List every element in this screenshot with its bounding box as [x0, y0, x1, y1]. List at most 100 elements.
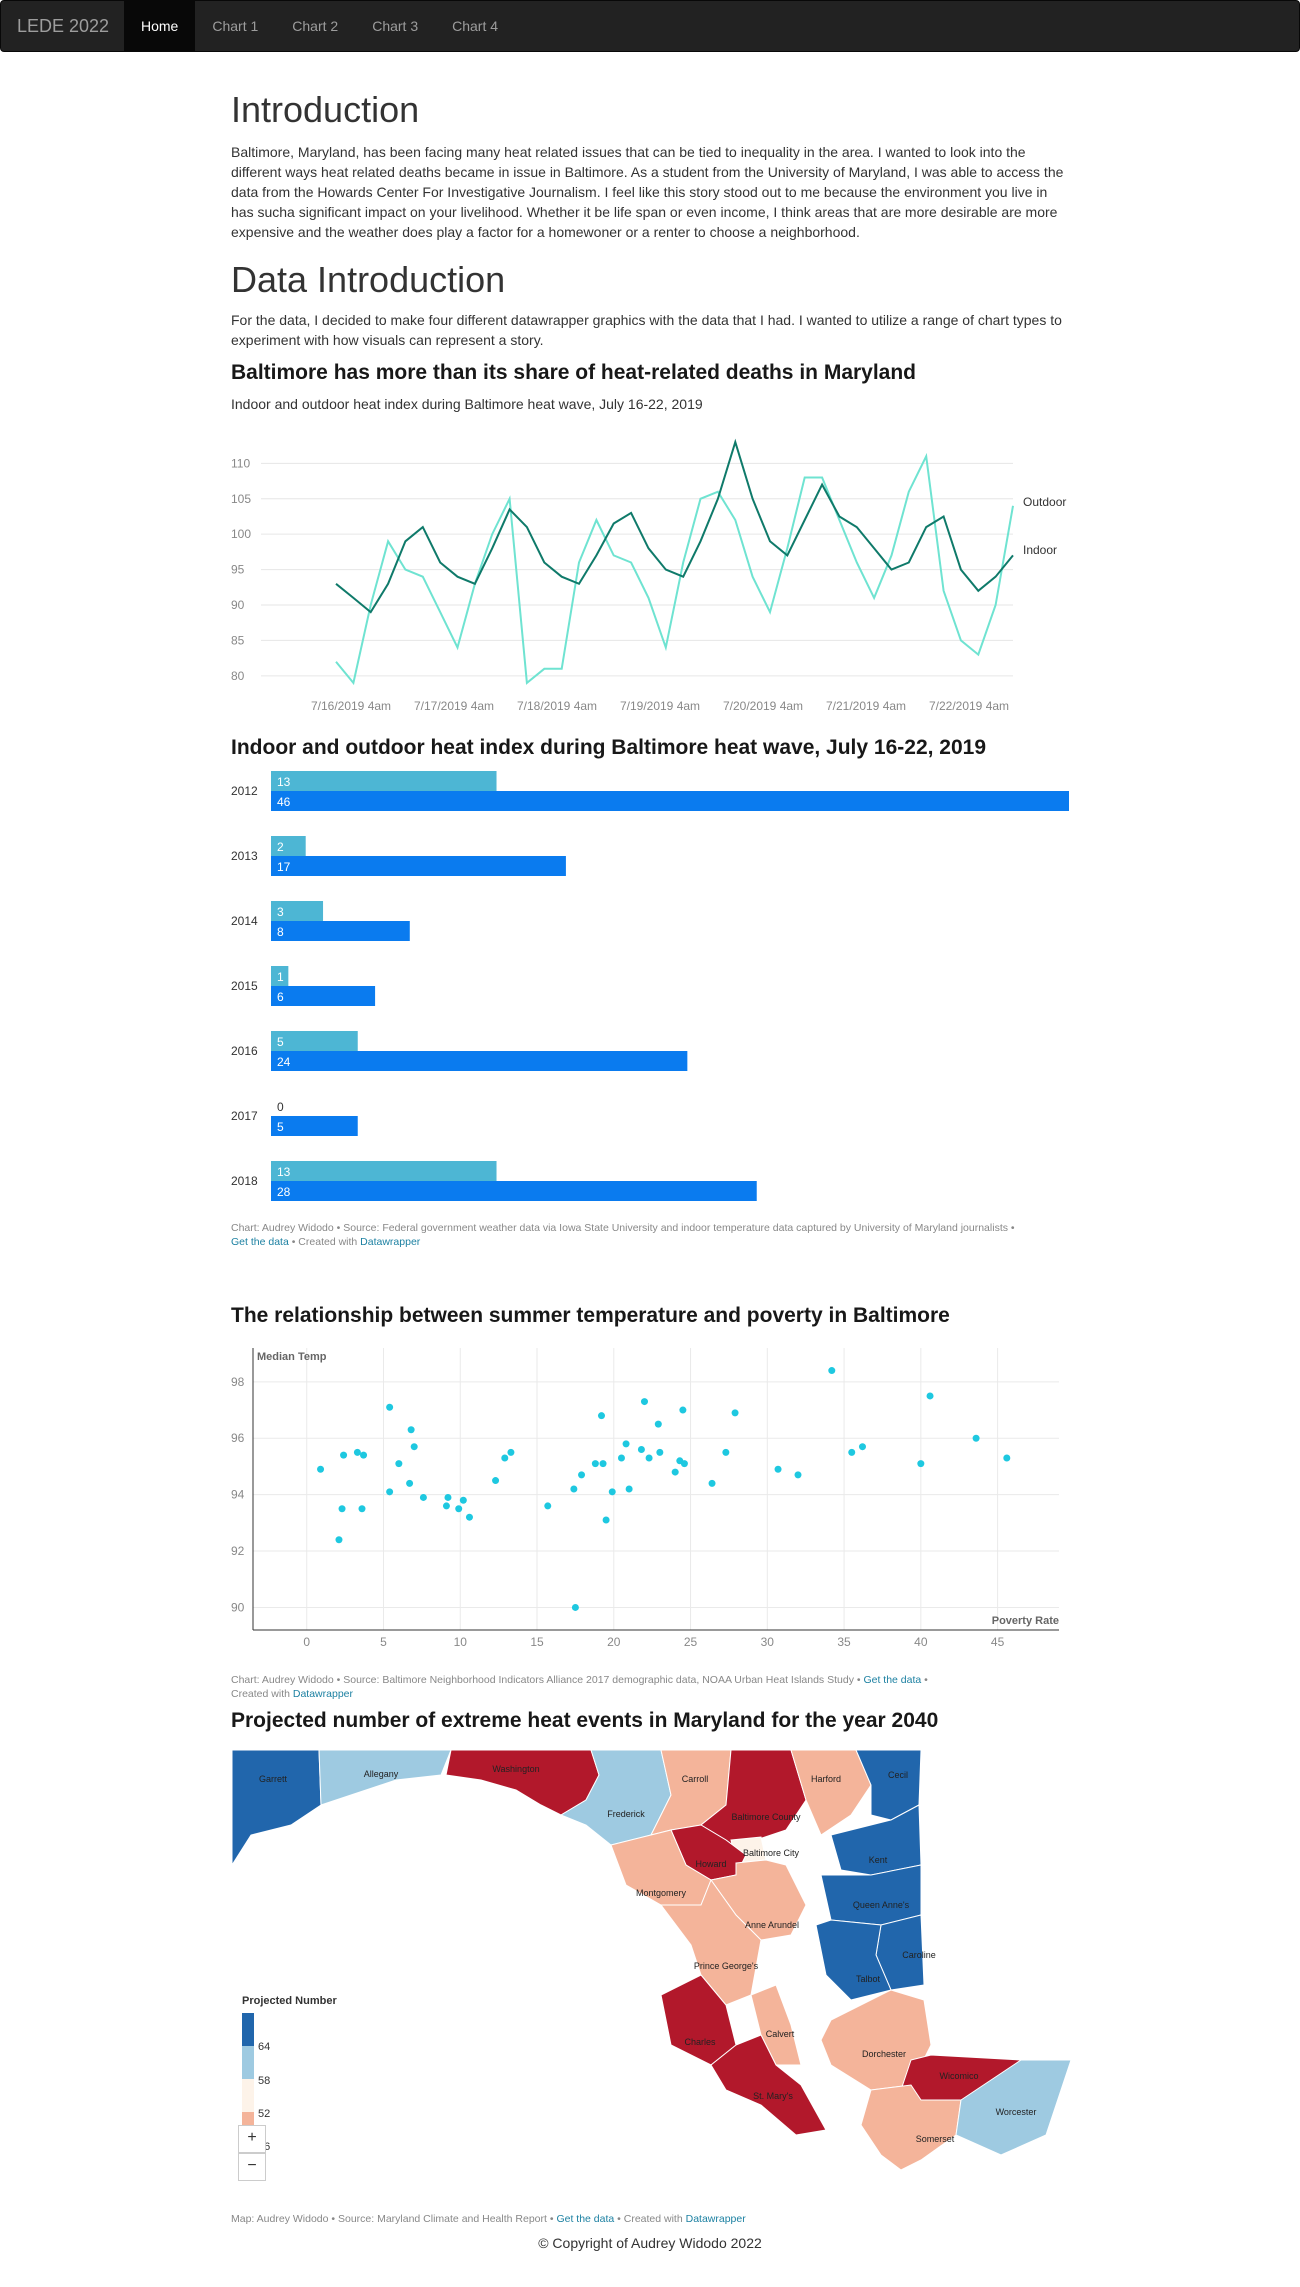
scatter-point: [338, 1505, 346, 1513]
bar-value-label: 13: [277, 1165, 291, 1179]
scatter-point: [360, 1451, 368, 1459]
map-county-worcester: [955, 2059, 1071, 2156]
bar-rect: [271, 1051, 688, 1071]
scatter-point: [459, 1496, 467, 1504]
scatter-x-tick-label: 25: [684, 1635, 698, 1649]
line-x-tick-label: 7/20/2019 4am: [723, 699, 803, 713]
map-label-frederick: Frederick: [607, 1809, 645, 1819]
bar-rect: [271, 1181, 757, 1201]
scatter-x-tick-label: 5: [380, 1635, 387, 1649]
nav-item-home[interactable]: Home: [124, 1, 196, 51]
legend-value-52: 52: [258, 2108, 270, 2120]
bar-category-label: 2012: [231, 784, 258, 798]
line-x-tick-label: 7/16/2019 4am: [311, 699, 391, 713]
chart3-footnote: Chart: Audrey Widodo • Source: Baltimore…: [231, 1674, 928, 1700]
line-y-tick-label: 80: [231, 669, 245, 683]
map-county-washington: [445, 1749, 600, 1816]
navbar-brand[interactable]: LEDE 2022: [17, 16, 110, 36]
bar-category-label: 2013: [231, 849, 258, 863]
bar-rect: [271, 836, 306, 856]
navbar: LEDE 2022 Home Chart 1 Chart 2 Chart 3 C…: [0, 0, 1300, 52]
scatter-x-tick-label: 40: [914, 1635, 928, 1649]
data-intro-heading: Data Introduction: [231, 259, 506, 300]
legend-title: Projected Number: [242, 1995, 337, 2007]
zoom-out-button[interactable]: −: [238, 2153, 266, 2181]
map-label-carroll: Carroll: [682, 1774, 709, 1784]
scatter-point: [656, 1448, 664, 1456]
chart1-title: Baltimore has more than its share of hea…: [231, 361, 917, 384]
chart4-created-text: • Created with: [614, 2213, 686, 2225]
bar-value-label: 13: [277, 775, 291, 789]
scatter-x-axis-title: Poverty Rate: [992, 1615, 1059, 1627]
data-intro-paragraph: For the data, I decided to make four dif…: [231, 312, 1062, 348]
scatter-point: [640, 1398, 648, 1406]
scatter-point: [492, 1477, 500, 1485]
line-y-tick-label: 90: [231, 598, 245, 612]
scatter-x-tick-label: 10: [454, 1635, 468, 1649]
map-label-washington: Washington: [492, 1764, 539, 1774]
map-label-anne-arundel: Anne Arundel: [745, 1920, 799, 1930]
scatter-point: [774, 1465, 782, 1473]
chart2-footnote: Chart: Audrey Widodo • Source: Federal g…: [231, 1221, 1071, 1249]
bar-value-label: 2: [277, 840, 284, 854]
legend-value-64: 64: [258, 2041, 270, 2053]
scatter-x-tick-label: 20: [607, 1635, 621, 1649]
scatter-y-axis-title: Median Temp: [257, 1351, 327, 1363]
chart4-datawrapper-link[interactable]: Datawrapper: [685, 2213, 746, 2225]
scatter-point: [608, 1488, 616, 1496]
scatter-point: [625, 1485, 633, 1493]
line-series-outdoor: [335, 452, 1014, 686]
line-chart: 80 85 90 95 100 105 110 7/16/2019 4am 7/17/2019 …: [231, 438, 1066, 713]
maryland-map: Garrett Allegany Washington Frederick Ca…: [231, 1749, 1071, 2171]
map-label-talbot: Talbot: [856, 1974, 881, 1984]
bar-rect: [271, 1031, 358, 1051]
map-label-howard: Howard: [695, 1859, 726, 1869]
bar-rect: [271, 901, 324, 921]
bar-category-label: 2016: [231, 1044, 258, 1058]
intro-heading: Introduction: [231, 89, 420, 130]
scatter-y-tick-label: 94: [231, 1488, 245, 1502]
scatter-point: [828, 1367, 836, 1375]
line-y-tick-label: 100: [231, 527, 251, 541]
line-series-label: Outdoor: [1023, 495, 1066, 509]
scatter-point: [386, 1403, 394, 1411]
scatter-point: [597, 1412, 605, 1420]
scatter-point: [645, 1454, 653, 1462]
chart4-get-data-link[interactable]: Get the data: [556, 2213, 615, 2225]
map-label-somerset: Somerset: [916, 2134, 955, 2144]
line-y-tick-label: 110: [231, 456, 250, 470]
line-y-tick-label: 85: [231, 633, 245, 647]
nav-item-chart-1[interactable]: Chart 1: [212, 18, 259, 34]
chart3-get-data-link[interactable]: Get the data: [863, 1674, 922, 1686]
chart2-datawrapper-link[interactable]: Datawrapper: [360, 1236, 421, 1248]
map-label-kent: Kent: [869, 1855, 888, 1865]
nav-item-chart-2[interactable]: Chart 2: [292, 18, 339, 34]
chart3-datawrapper-link[interactable]: Datawrapper: [292, 1688, 353, 1700]
scatter-point: [731, 1409, 739, 1417]
scatter-point: [571, 1603, 579, 1611]
bar-category-label: 2015: [231, 979, 258, 993]
scatter-point: [972, 1434, 980, 1442]
bar-value-label: 1: [277, 970, 284, 984]
map-label-cecil: Cecil: [888, 1770, 908, 1780]
scatter-point: [465, 1513, 473, 1521]
map-label-baltimore-county: Baltimore County: [731, 1812, 801, 1822]
nav-item-chart-4[interactable]: Chart 4: [452, 18, 499, 34]
line-y-tick-label: 95: [231, 563, 245, 577]
bar-rect: [271, 856, 566, 876]
bar-rect: [271, 771, 497, 791]
chart4-footnote: Map: Audrey Widodo • Source: Maryland Cl…: [231, 2212, 1071, 2226]
scatter-point: [419, 1493, 427, 1501]
scatter-x-tick-label: 35: [837, 1635, 851, 1649]
nav-item-chart-3[interactable]: Chart 3: [372, 18, 419, 34]
scatter-point: [679, 1406, 687, 1414]
copyright-footer: © Copyright of Audrey Widodo 2022: [538, 2235, 762, 2251]
legend-value-58: 58: [258, 2075, 270, 2087]
scatter-x-tick-label: 0: [303, 1635, 310, 1649]
zoom-in-button[interactable]: +: [238, 2125, 266, 2153]
scatter-point: [602, 1516, 610, 1524]
chart4-title: Projected number of extreme heat events …: [231, 1709, 939, 1732]
bar-rect: [271, 1116, 358, 1136]
chart2-get-data-link[interactable]: Get the data: [231, 1236, 289, 1248]
bar-value-label: 3: [277, 905, 284, 919]
